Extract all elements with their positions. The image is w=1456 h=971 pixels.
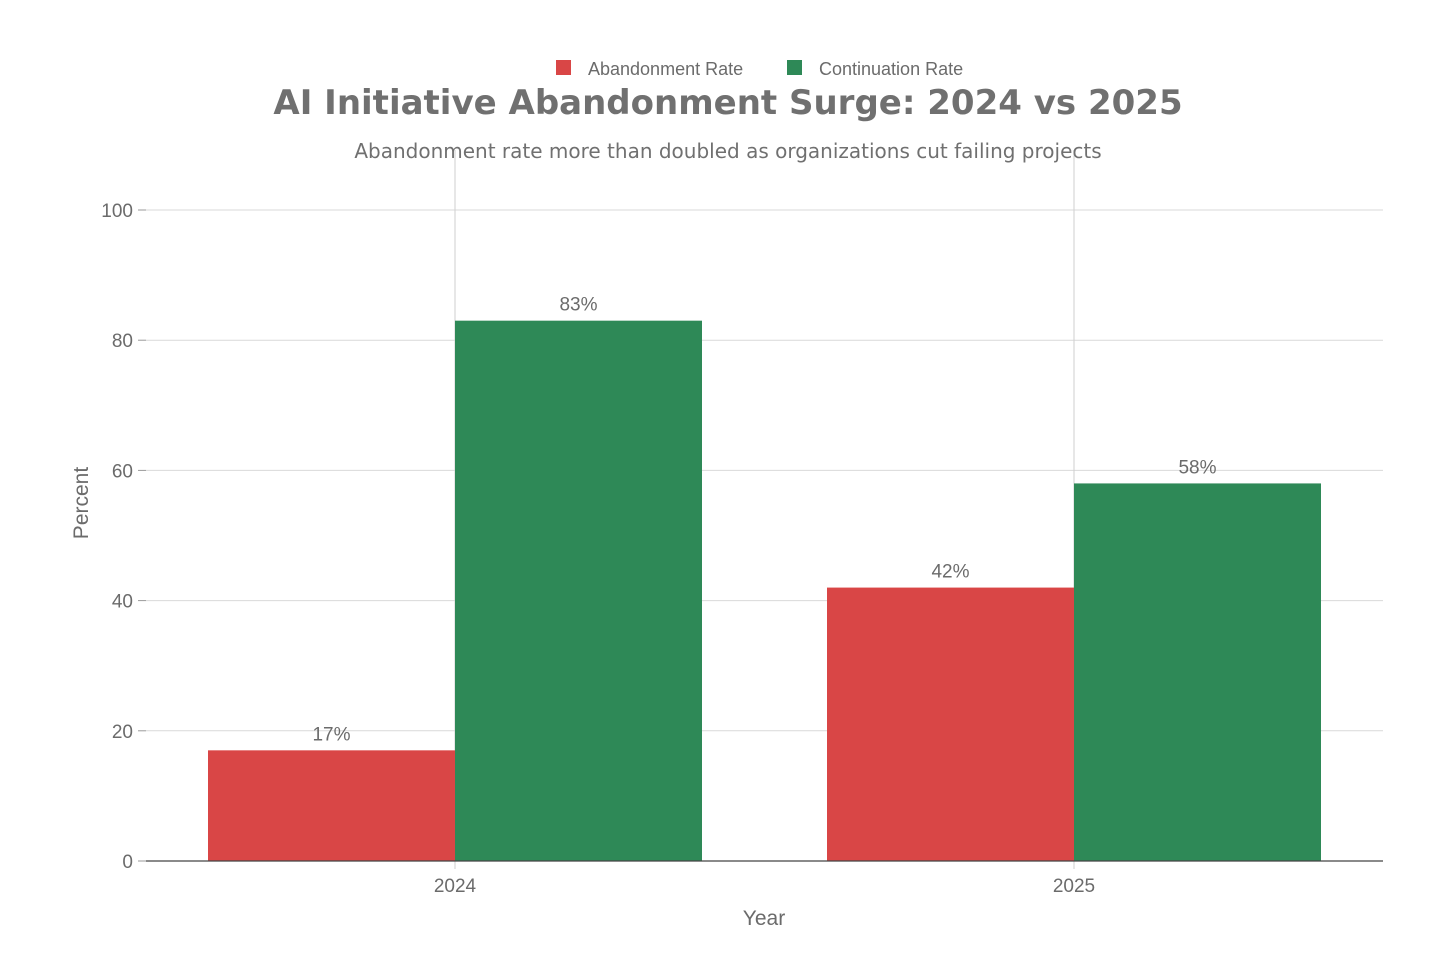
legend-swatch-abandonment [556, 60, 571, 75]
chart-title: AI Initiative Abandonment Surge: 2024 vs… [273, 83, 1182, 123]
legend-label-continuation: Continuation Rate [819, 59, 963, 79]
y-tick-label: 40 [112, 592, 133, 613]
bar-continuation-rate-2024[interactable] [455, 320, 702, 861]
x-axis-ticks: 2024 2025 [434, 876, 1095, 897]
data-labels: 17% 83% 42% 58% [312, 295, 1216, 746]
data-label-abandonment-rate-2024: 17% [312, 724, 350, 745]
bar-abandonment-rate-2024[interactable] [208, 750, 455, 861]
bars [208, 320, 1321, 861]
y-tick-label: 20 [112, 722, 133, 743]
bar-abandonment-rate-2025[interactable] [827, 587, 1074, 861]
y-tick-label: 60 [112, 461, 133, 482]
x-tick-label: 2024 [434, 876, 477, 897]
y-axis-title: Percent [70, 467, 93, 540]
legend-swatch-continuation [787, 60, 802, 75]
data-label-continuation-rate-2024: 83% [559, 295, 597, 316]
y-axis-ticks: 0 20 40 60 80 100 [101, 201, 146, 873]
y-tick-label: 100 [101, 201, 133, 222]
legend-item-abandonment[interactable]: Abandonment Rate [556, 59, 743, 79]
y-tick-label: 80 [112, 331, 133, 352]
data-label-continuation-rate-2025: 58% [1178, 457, 1216, 478]
x-axis-title: Year [743, 907, 785, 930]
legend-item-continuation[interactable]: Continuation Rate [787, 59, 963, 79]
legend: Abandonment Rate Continuation Rate [556, 59, 963, 79]
chart-subtitle: Abandonment rate more than doubled as or… [354, 139, 1101, 163]
legend-label-abandonment: Abandonment Rate [588, 59, 743, 79]
x-tick-label: 2025 [1053, 876, 1095, 897]
bar-continuation-rate-2025[interactable] [1074, 483, 1321, 861]
data-label-abandonment-rate-2025: 42% [931, 562, 969, 583]
y-tick-label: 0 [122, 852, 133, 873]
